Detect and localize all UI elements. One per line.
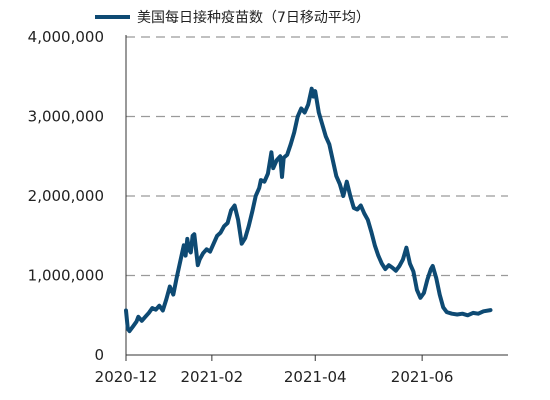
x-tick-labels: 2020-12 2021-02 2021-04 2021-06	[95, 355, 454, 386]
gridlines	[126, 36, 508, 277]
series-line-0	[124, 86, 493, 334]
axes	[125, 35, 508, 356]
chart-legend: 美国每日接种疫苗数（7日移动平均）	[95, 9, 370, 26]
y-tick-label-4: 4,000,000	[28, 28, 104, 46]
legend-label: 美国每日接种疫苗数（7日移动平均）	[137, 9, 370, 26]
series-group	[124, 86, 493, 334]
y-tick-label-1: 1,000,000	[28, 267, 104, 285]
y-tick-label-2: 2,000,000	[28, 187, 104, 205]
x-tick-label-1: 2021-02	[181, 368, 244, 386]
y-tick-labels: 0 1,000,000 2,000,000 3,000,000 4,000,000	[28, 28, 104, 364]
x-tick-label-3: 2021-06	[391, 368, 454, 386]
y-tick-label-0: 0	[94, 346, 104, 364]
y-tick-label-3: 3,000,000	[28, 108, 104, 126]
x-tick-label-0: 2020-12	[95, 368, 158, 386]
x-tick-label-2: 2021-04	[284, 368, 347, 386]
